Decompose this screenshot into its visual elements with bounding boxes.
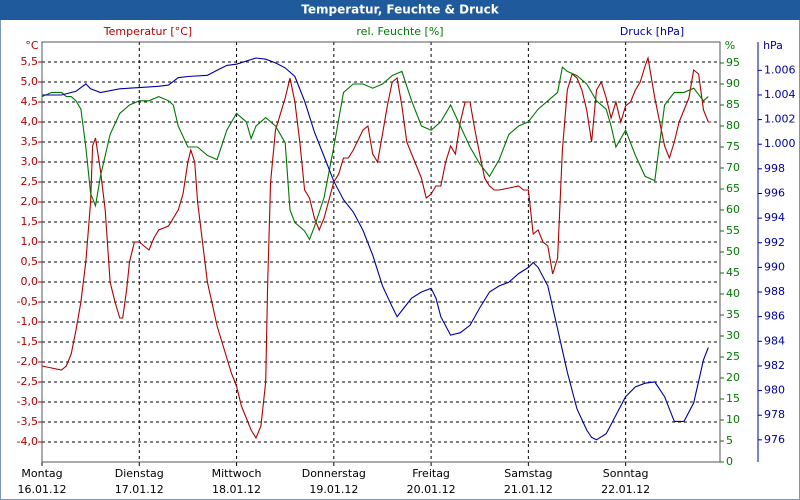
y2-tick-label: 45 bbox=[726, 266, 740, 279]
y3-tick-label: 982 bbox=[764, 359, 785, 372]
y3-tick-label: 1.006 bbox=[764, 63, 796, 76]
y3-tick-label: 994 bbox=[764, 211, 785, 224]
plot-border bbox=[41, 41, 721, 463]
y-tick-label: 2,5 bbox=[21, 175, 39, 188]
y3-tick-label: 978 bbox=[764, 408, 785, 421]
y-tick-label: 3,5 bbox=[21, 135, 39, 148]
y-tick-label: -3,0 bbox=[17, 395, 38, 408]
y-tick-label: -0,5 bbox=[17, 295, 38, 308]
x-tick-label: Samstag bbox=[504, 467, 552, 480]
y2-tick-label: 85 bbox=[726, 98, 740, 111]
y2-tick-label: 10 bbox=[726, 413, 740, 426]
y3-tick-label: 998 bbox=[764, 162, 785, 175]
x-tick-label: Dienstag bbox=[115, 467, 164, 480]
y-tick-label: 1,0 bbox=[21, 235, 39, 248]
y3-tick-label: 1.002 bbox=[764, 113, 796, 126]
y3-tick-label: 984 bbox=[764, 334, 785, 347]
y3-tick-label: 976 bbox=[764, 433, 785, 446]
y-tick-label: -1,5 bbox=[17, 335, 38, 348]
title-bar bbox=[0, 0, 800, 20]
y-tick-label: -4,0 bbox=[17, 435, 38, 448]
y2-tick-label: 70 bbox=[726, 161, 740, 174]
x-tick-date: 18.01.12 bbox=[212, 483, 261, 496]
x-tick-label: Sonntag bbox=[603, 467, 649, 480]
y-tick-label: 2,0 bbox=[21, 195, 39, 208]
y3-tick-label: 980 bbox=[764, 384, 785, 397]
y2-tick-label: 30 bbox=[726, 329, 740, 342]
y3-tick-label: 988 bbox=[764, 285, 785, 298]
plot-area bbox=[41, 41, 721, 463]
y2-tick-label: 55 bbox=[726, 224, 740, 237]
x-tick-label: Montag bbox=[21, 467, 62, 480]
y3-unit: hPa bbox=[763, 39, 783, 52]
chart-title: Temperatur, Feuchte & Druck bbox=[301, 3, 499, 17]
y-tick-label: -2,5 bbox=[17, 375, 38, 388]
series-line bbox=[41, 66, 709, 241]
y3-tick-label: 992 bbox=[764, 236, 785, 249]
y2-tick-label: 50 bbox=[726, 245, 740, 258]
y2-unit: % bbox=[725, 39, 735, 52]
y3-tick-label: 1.000 bbox=[764, 137, 796, 150]
x-tick-label: Mittwoch bbox=[212, 467, 262, 480]
x-tick-date: 20.01.12 bbox=[407, 483, 456, 496]
y-tick-label: 0,5 bbox=[21, 255, 39, 268]
legend-label: Druck [hPa] bbox=[620, 25, 684, 38]
x-tick-date: 17.01.12 bbox=[115, 483, 164, 496]
y2-tick-label: 15 bbox=[726, 392, 740, 405]
x-tick-label: Freitag bbox=[412, 467, 450, 480]
y2-tick-label: 35 bbox=[726, 308, 740, 321]
y-tick-label: -1,0 bbox=[17, 315, 38, 328]
y3-tick-label: 996 bbox=[764, 186, 785, 199]
y2-tick-label: 0 bbox=[726, 455, 733, 468]
y-tick-label: 3,0 bbox=[21, 155, 39, 168]
y2-tick-label: 80 bbox=[726, 119, 740, 132]
y-tick-label: 0,0 bbox=[21, 275, 39, 288]
series-line bbox=[41, 55, 712, 440]
x-tick-date: 21.01.12 bbox=[504, 483, 553, 496]
y2-tick-label: 40 bbox=[726, 287, 740, 300]
legend-label: Temperatur [°C] bbox=[103, 25, 192, 38]
x-tick-label: Donnerstag bbox=[302, 467, 366, 480]
y2-tick-label: 20 bbox=[726, 371, 740, 384]
y2-tick-label: 65 bbox=[726, 182, 740, 195]
y2-tick-label: 5 bbox=[726, 434, 733, 447]
y3-tick-label: 986 bbox=[764, 310, 785, 323]
x-tick-date: 22.01.12 bbox=[601, 483, 650, 496]
y2-tick-label: 60 bbox=[726, 203, 740, 216]
y2-tick-label: 75 bbox=[726, 140, 740, 153]
y-tick-label: 5,5 bbox=[21, 55, 39, 68]
x-tick-date: 19.01.12 bbox=[309, 483, 358, 496]
y2-tick-label: 95 bbox=[726, 56, 740, 69]
y-tick-label: -3,5 bbox=[17, 415, 38, 428]
y3-tick-label: 990 bbox=[764, 260, 785, 273]
y-tick-label: 1,5 bbox=[21, 215, 39, 228]
y2-tick-label: 25 bbox=[726, 350, 740, 363]
y-tick-label: 4,0 bbox=[21, 115, 39, 128]
series-line bbox=[42, 57, 709, 441]
y-tick-label: 5,0 bbox=[21, 75, 39, 88]
y-unit: °C bbox=[25, 39, 39, 52]
y3-tick-label: 1.004 bbox=[764, 88, 796, 101]
legend-label: rel. Feuchte [%] bbox=[356, 25, 443, 38]
y-tick-label: 4,5 bbox=[21, 95, 39, 108]
x-tick-date: 16.01.12 bbox=[18, 483, 67, 496]
y-tick-label: -2,0 bbox=[17, 355, 38, 368]
y2-tick-label: 90 bbox=[726, 77, 740, 90]
